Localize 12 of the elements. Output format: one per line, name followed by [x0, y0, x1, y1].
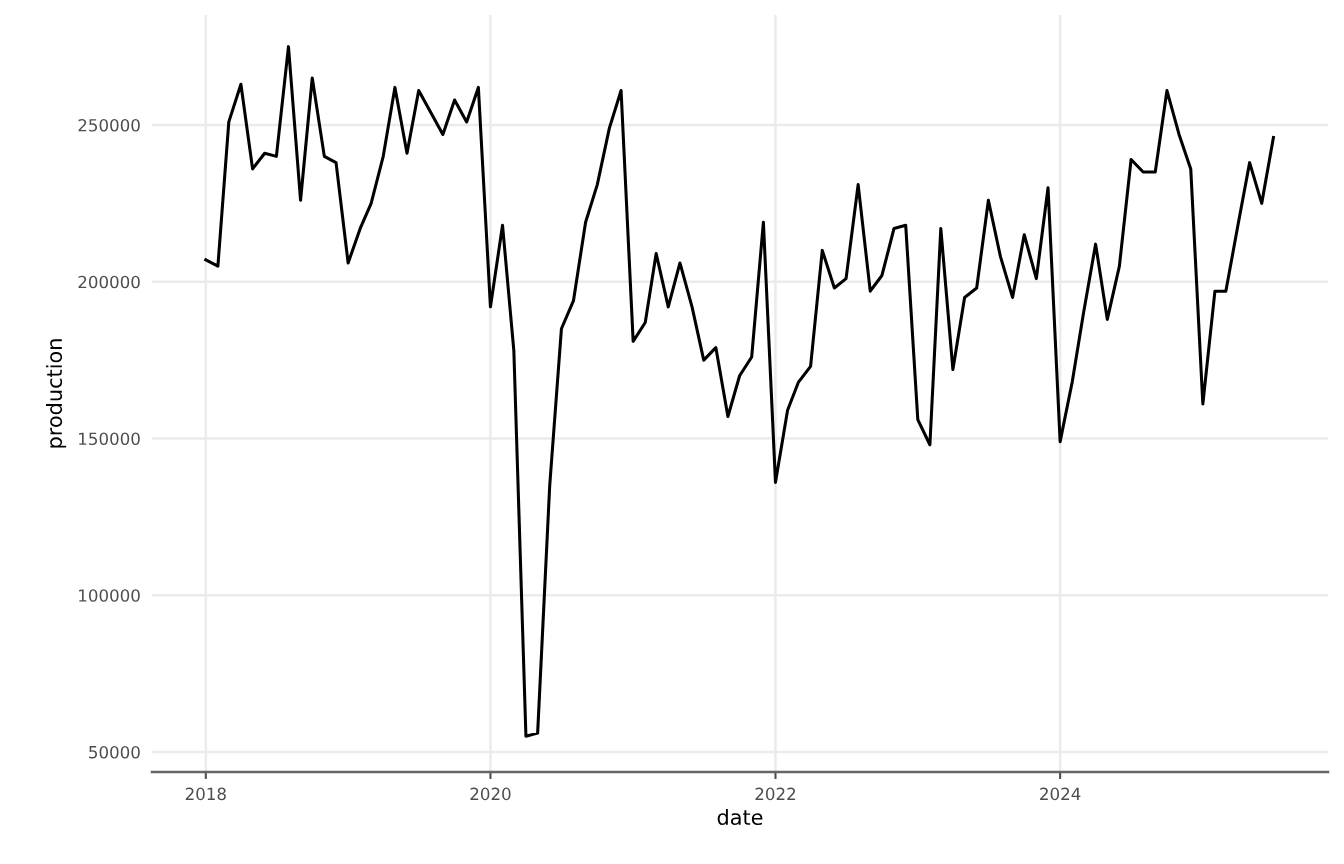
line-series — [204, 45, 1275, 738]
y-tick-label: 200000 — [78, 275, 140, 289]
x-tick-label: 2020 — [470, 787, 511, 801]
y-tick-label: 150000 — [79, 432, 140, 446]
x-tick-label: 2018 — [185, 787, 226, 801]
x-tick-label: 2022 — [755, 787, 796, 801]
y-tick-label: 50000 — [89, 745, 140, 759]
x-axis-title: date — [717, 808, 763, 826]
y-tick-label: 100000 — [79, 589, 140, 602]
y-axis-title: production — [45, 339, 67, 448]
y-tick-label: 250000 — [78, 118, 140, 132]
x-tick-label: 2024 — [1040, 787, 1081, 801]
